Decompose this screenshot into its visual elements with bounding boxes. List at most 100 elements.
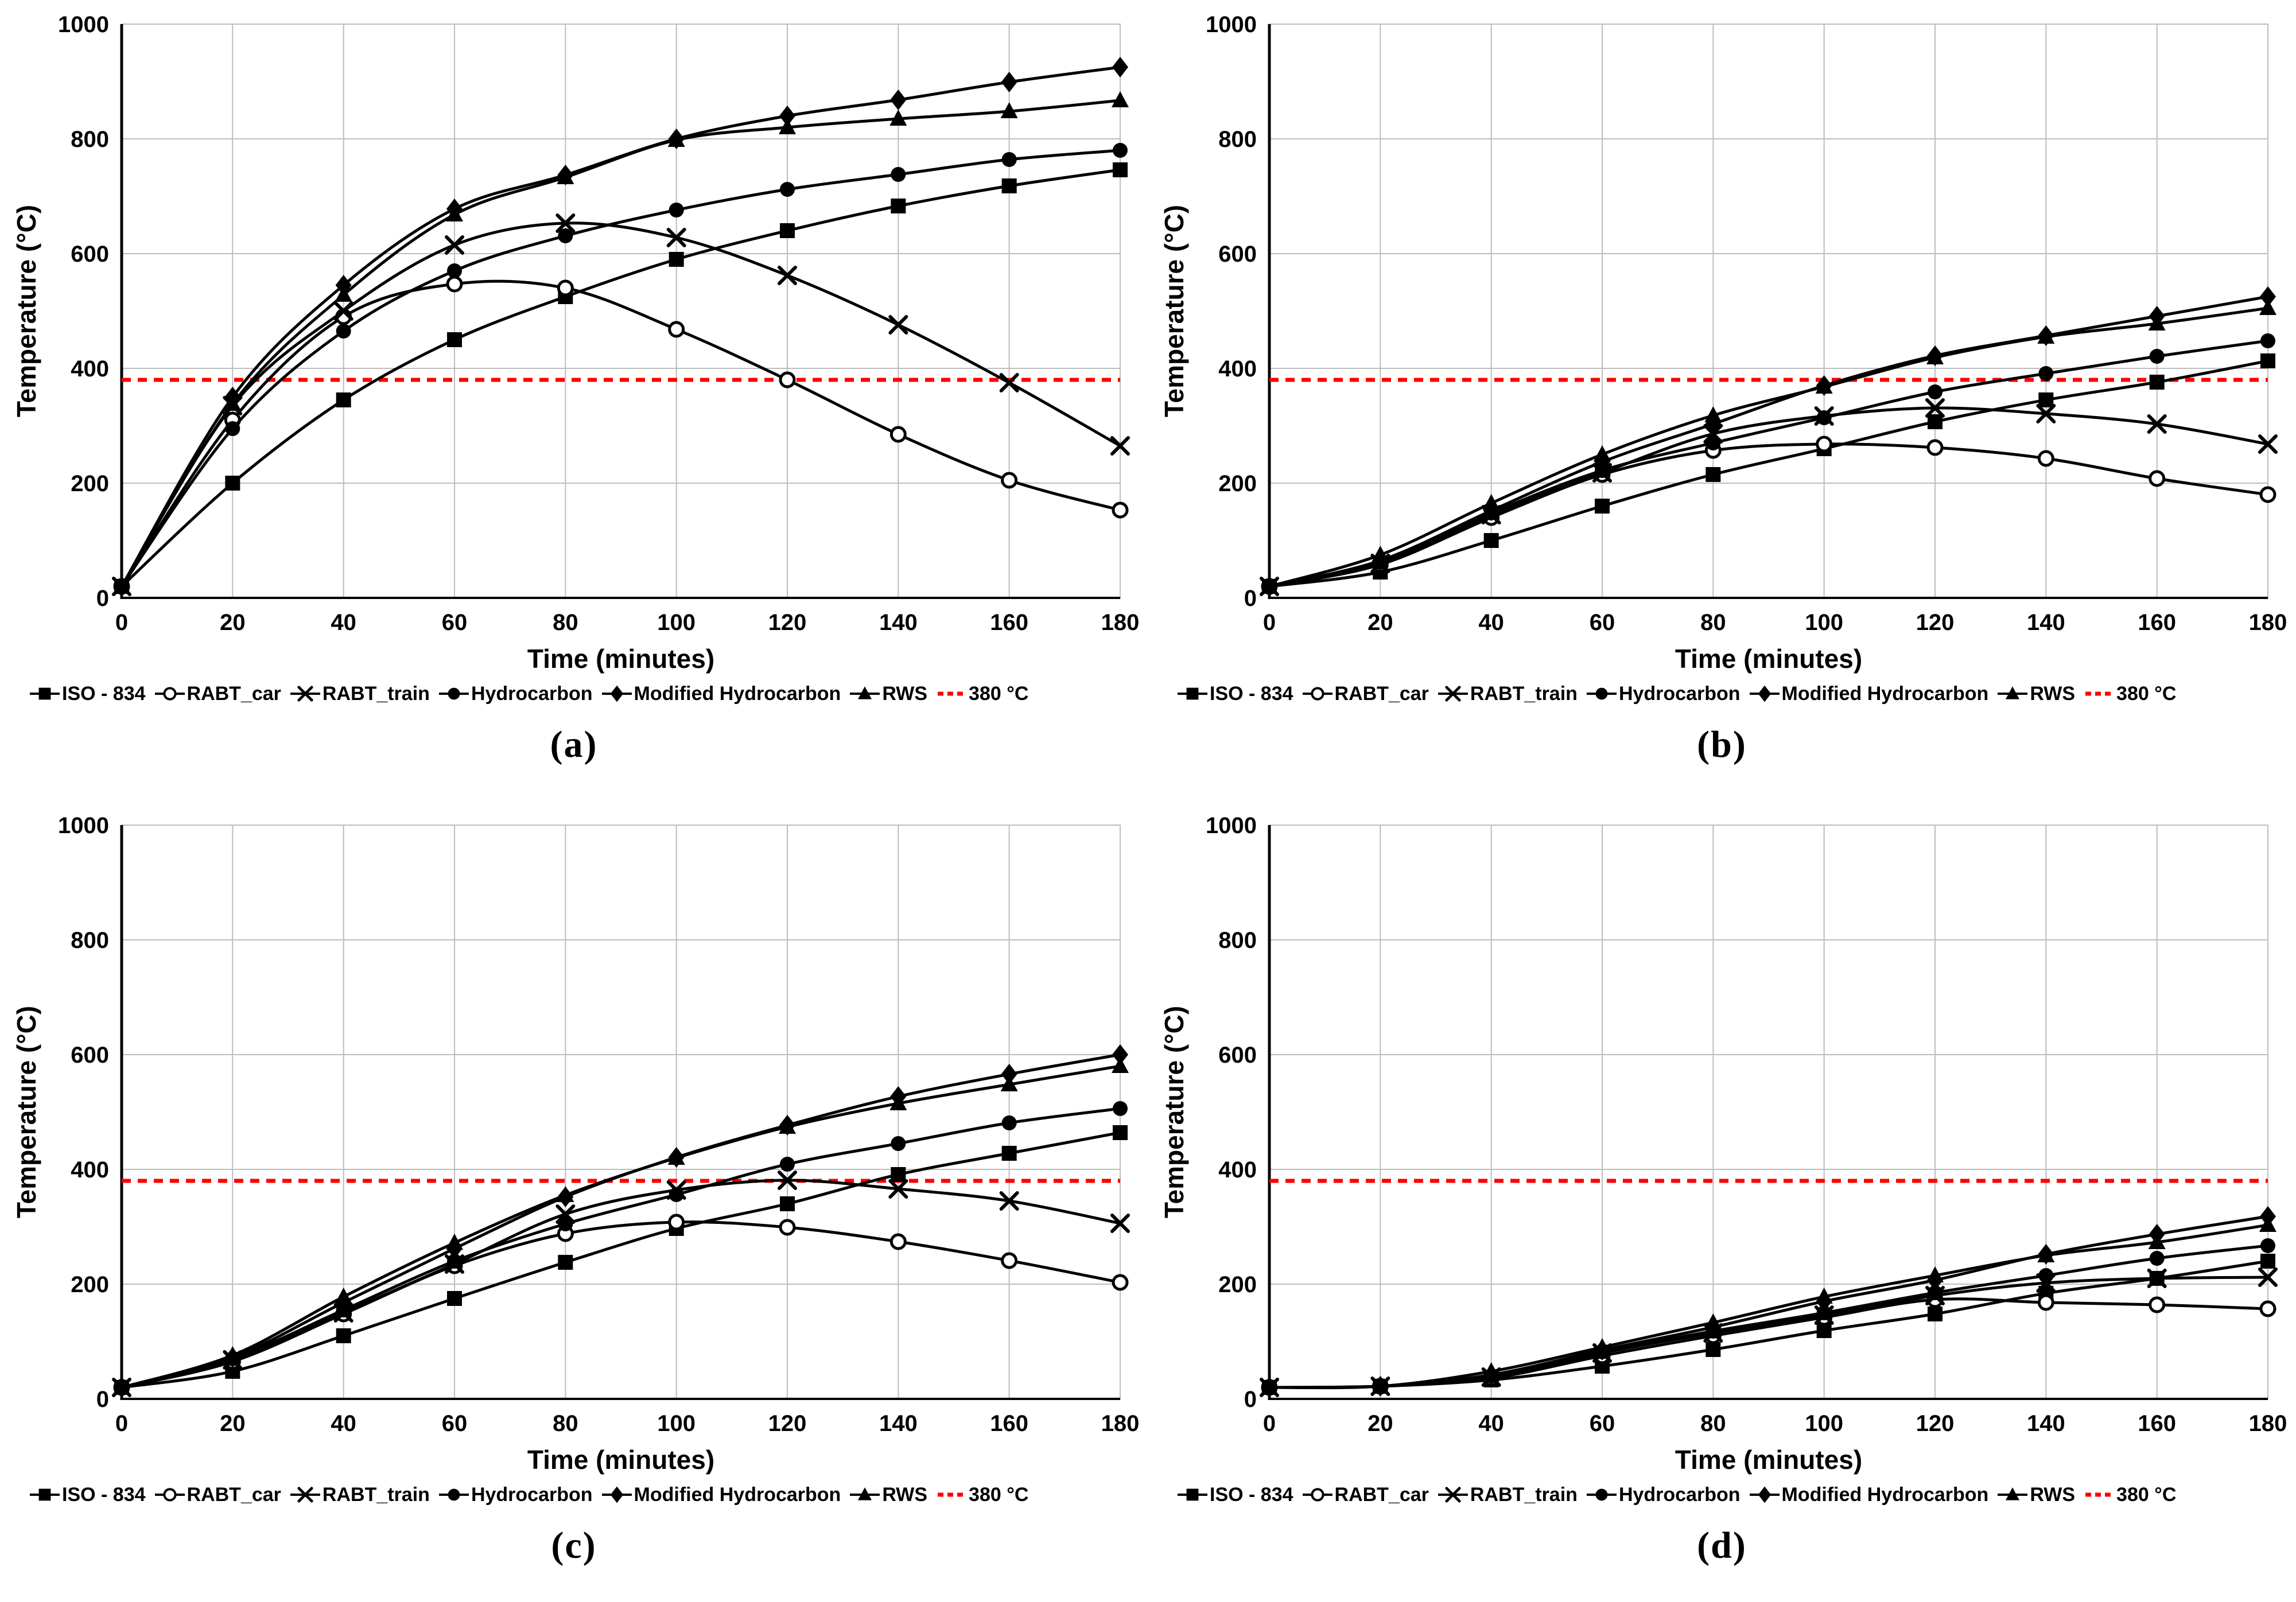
triangle-marker-icon: [1926, 1266, 1944, 1282]
chart-c-sublabel: (c): [0, 1524, 1148, 1568]
series-iso-834: [114, 162, 1128, 594]
svg-text:60: 60: [442, 1411, 468, 1436]
x-axis-title: Time (minutes): [1675, 644, 1862, 674]
x-axis-title: Time (minutes): [527, 1445, 714, 1475]
diamond-marker-icon: [1112, 1044, 1128, 1065]
svg-text:60: 60: [1590, 1411, 1615, 1436]
svg-text:180: 180: [1101, 1411, 1140, 1436]
square-marker-icon: [1113, 162, 1128, 177]
legend-item-label: RWS: [882, 682, 928, 705]
svg-text:180: 180: [1101, 610, 1140, 635]
series-hydrocarbon: [1262, 333, 2275, 594]
filled-circle-marker-icon: [891, 167, 906, 182]
svg-text:800: 800: [1218, 127, 1257, 152]
triangle-marker-icon: [1926, 348, 1944, 364]
legend-item-label: ISO - 834: [1210, 1483, 1293, 1506]
triangle-marker-icon: [2259, 299, 2276, 315]
filled-circle-marker-icon: [1001, 152, 1017, 167]
chart-b-canvas: 0 200 400 600 800 1000 0 20 40 60 80 100 120 140 160 18…: [1159, 12, 2287, 674]
triangle-marker-icon: [224, 1346, 242, 1362]
svg-text:140: 140: [879, 610, 918, 635]
series-modified-hydrocarbon: [1261, 1206, 2276, 1398]
legend-item-iso-834: ISO - 834: [30, 1484, 146, 1506]
svg-text:0: 0: [115, 1411, 128, 1436]
svg-text:400: 400: [71, 356, 109, 382]
open-circle-marker-icon: [1310, 687, 1324, 701]
x-marker-icon: [297, 1487, 313, 1503]
square-marker-icon: [1178, 1488, 1207, 1501]
filled-circle-marker-icon: [438, 1488, 469, 1501]
triangle-marker-icon: [1815, 378, 1833, 394]
svg-text:60: 60: [1590, 610, 1615, 635]
triangle-marker-icon: [113, 1378, 130, 1394]
filled-circle-marker-icon: [2260, 1238, 2275, 1253]
open-circle-marker-icon: [2037, 1294, 2054, 1311]
legend-item-380-c: 380 °C: [2084, 683, 2176, 705]
sublabel-text: (d): [1697, 1525, 1747, 1566]
open-circle-marker-icon: [889, 426, 907, 443]
diamond-marker-icon: [890, 90, 907, 110]
chart-c-plot: 0 200 400 600 800 1000 0 20 40 60 80 100 120 140 160 18…: [0, 801, 1148, 1478]
series-hydrocarbon: [1262, 1238, 2275, 1395]
triangle-marker-icon: [667, 1149, 685, 1165]
gridlines: [1269, 825, 2268, 1399]
filled-circle-marker-icon: [558, 1216, 573, 1231]
legend-item-modified-hydrocarbon: Modified Hydrocarbon: [601, 683, 841, 705]
filled-circle-marker-icon: [225, 421, 240, 436]
svg-text:0: 0: [96, 586, 109, 611]
open-circle-marker-icon: [154, 687, 185, 701]
x-marker-icon: [445, 235, 464, 255]
filled-circle-marker-icon: [1586, 687, 1617, 700]
open-circle-marker-icon: [668, 321, 685, 338]
diamond-marker-icon: [1001, 1064, 1017, 1084]
filled-circle-marker-icon: [336, 324, 351, 339]
triangle-marker-icon: [1112, 1057, 1129, 1073]
chart-b-legend: ISO - 834 RABT_car RABT_train Hydrocarbon Mo…: [1148, 677, 2296, 710]
open-circle-marker-icon: [1302, 1488, 1332, 1502]
sublabel-text: (c): [551, 1525, 597, 1566]
legend-item-label: RABT_car: [1334, 682, 1429, 705]
triangle-marker-icon: [1704, 1313, 1722, 1329]
svg-text:80: 80: [1700, 1411, 1726, 1436]
svg-text:0: 0: [1244, 586, 1257, 611]
svg-text:40: 40: [331, 1411, 356, 1436]
y-axis-title: Temperature (°C): [1159, 205, 1189, 417]
svg-text:160: 160: [990, 1411, 1028, 1436]
filled-circle-marker-icon: [438, 687, 469, 700]
legend-item-rabt-car: RABT_car: [154, 1483, 281, 1506]
square-marker-icon: [1706, 1342, 1721, 1357]
open-circle-marker-icon: [557, 279, 574, 297]
square-marker-icon: [780, 223, 795, 238]
svg-text:600: 600: [1218, 1043, 1257, 1068]
triangle-marker-icon: [1261, 1378, 1278, 1394]
triangle-marker-icon: [1482, 494, 1500, 510]
filled-circle-marker-icon: [2038, 1268, 2054, 1283]
legend-item-rws: RWS: [1998, 683, 2075, 705]
filled-circle-marker-icon: [1928, 1285, 1943, 1300]
series-rws: [1261, 299, 2276, 593]
open-circle-marker-icon: [446, 275, 463, 293]
x-marker-icon: [999, 1191, 1019, 1211]
diamond-marker-icon: [1758, 1486, 1771, 1503]
square-marker-icon: [669, 252, 684, 267]
legend-item-label: RWS: [882, 1483, 928, 1506]
square-marker-icon: [2038, 392, 2054, 407]
filled-circle-marker-icon: [558, 228, 573, 243]
square-marker-icon: [225, 476, 240, 491]
legend-item-label: RABT_car: [187, 1483, 281, 1506]
x-marker-icon: [1445, 1487, 1461, 1503]
triangle-marker-icon: [2037, 328, 2055, 344]
legend-item-rabt-train: RABT_train: [1438, 683, 1578, 705]
triangle-marker-icon: [1482, 1362, 1500, 1378]
filled-circle-marker-icon: [669, 203, 684, 217]
svg-text:20: 20: [1368, 610, 1393, 635]
x-marker-icon: [1925, 398, 1945, 418]
series-rabt-car: [113, 275, 1129, 595]
x-marker-icon: [999, 373, 1019, 392]
plot-border: [121, 24, 1121, 598]
legend-item-label: Modified Hydrocarbon: [1781, 682, 1989, 705]
open-circle-marker-icon: [1816, 436, 1833, 453]
svg-text:40: 40: [1478, 1411, 1504, 1436]
open-circle-marker-icon: [154, 1488, 185, 1502]
square-marker-icon: [1186, 687, 1199, 700]
